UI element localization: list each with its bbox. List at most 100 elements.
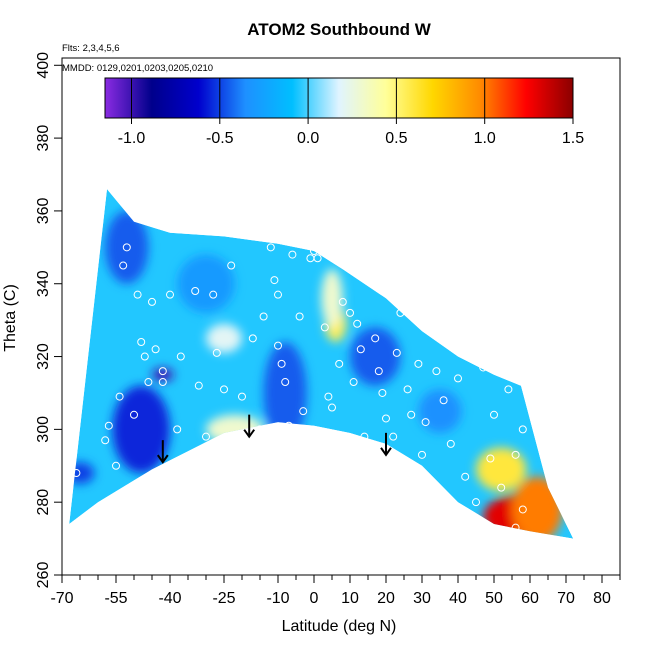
observation-point xyxy=(220,385,228,394)
arrow-head xyxy=(243,429,256,439)
observation-point xyxy=(259,312,268,321)
y-tick-label: 400 xyxy=(35,52,52,79)
observation-point xyxy=(212,348,221,357)
heatmap-feature xyxy=(177,254,235,313)
observation-point xyxy=(266,243,275,252)
x-tick-label: 60 xyxy=(521,590,539,607)
observation-point xyxy=(403,385,412,394)
y-tick-label: 280 xyxy=(35,489,52,516)
x-axis: -70 -55 -40 -25 -10 0 10 20 30 40 50 60 70 80 xyxy=(50,574,621,607)
observation-point xyxy=(202,432,210,441)
observation-point xyxy=(184,454,192,463)
x-tick-label: 10 xyxy=(341,590,359,607)
heatmap-feature xyxy=(206,414,264,444)
y-tick-label: 320 xyxy=(35,343,52,370)
observation-point xyxy=(421,418,430,427)
heatmap-feature xyxy=(206,323,242,353)
observation-point xyxy=(518,425,527,434)
observation-point xyxy=(65,465,74,474)
observation-point xyxy=(338,297,347,306)
observation-point xyxy=(360,432,369,441)
observation-point xyxy=(173,425,182,434)
x-tick-label: -70 xyxy=(50,590,73,607)
y-tick-label: 300 xyxy=(35,416,52,443)
observation-point xyxy=(119,261,128,270)
colorbar-gradient xyxy=(104,77,574,119)
observation-point xyxy=(104,421,113,430)
heatmap-feature xyxy=(350,327,401,386)
observation-markers xyxy=(65,243,527,532)
colorbar-tick-label: 0.0 xyxy=(297,130,319,147)
observation-point xyxy=(461,472,470,481)
observation-point xyxy=(281,378,290,387)
heatmap-feature xyxy=(476,447,527,492)
observation-point xyxy=(133,290,142,299)
observation-point xyxy=(486,454,495,463)
observation-point xyxy=(295,312,304,321)
observation-point xyxy=(356,345,365,354)
observation-point xyxy=(277,359,286,368)
observation-point xyxy=(479,363,488,372)
x-axis-title: Latitude (deg N) xyxy=(282,618,397,635)
observation-point xyxy=(101,436,110,445)
observation-point xyxy=(158,378,167,387)
observation-point xyxy=(382,414,390,423)
colorbar: -1.0 -0.5 0.0 0.5 1.0 1.5 xyxy=(104,77,584,147)
observation-point xyxy=(418,450,426,459)
observation-point xyxy=(302,432,311,441)
observation-point xyxy=(72,469,81,478)
observation-point xyxy=(472,498,480,507)
x-tick-label: 50 xyxy=(485,590,503,607)
observation-point xyxy=(371,334,380,343)
observation-point xyxy=(158,367,167,376)
x-tick-label: 30 xyxy=(413,590,431,607)
heatmap-clip-group xyxy=(69,189,574,539)
observation-point xyxy=(284,421,293,430)
x-tick-label: -25 xyxy=(212,590,235,607)
observation-point xyxy=(497,483,506,492)
colorbar-ticks: -1.0 -0.5 0.0 0.5 1.0 1.5 xyxy=(118,78,584,147)
heatmap-feature xyxy=(112,385,170,474)
arrow-markers xyxy=(156,414,392,464)
observation-point xyxy=(148,297,156,306)
observation-point xyxy=(191,287,200,296)
observation-point xyxy=(335,359,344,368)
flights-note: Flts: 2,3,4,5,6 xyxy=(62,43,120,54)
observation-point xyxy=(320,323,329,332)
colorbar-tick-label: 1.5 xyxy=(562,130,584,147)
heatmap-feature xyxy=(321,269,343,328)
observation-point xyxy=(374,367,383,376)
observation-point xyxy=(122,243,131,252)
arrow-head xyxy=(380,447,392,457)
colorbar-tick-label: -0.5 xyxy=(206,130,234,147)
x-tick-label: 70 xyxy=(557,590,575,607)
observation-point xyxy=(130,410,138,419)
heatmap-feature xyxy=(418,389,462,434)
observation-point xyxy=(151,345,160,354)
observation-point xyxy=(270,276,279,285)
observation-point xyxy=(248,334,257,343)
observation-point xyxy=(274,341,282,350)
observation-point xyxy=(115,392,124,401)
observation-point xyxy=(238,392,246,401)
observation-point xyxy=(439,396,448,405)
observation-point xyxy=(112,461,120,470)
dates-note: MMDD: 0129,0201,0203,0205,0210 xyxy=(62,63,213,74)
observation-point xyxy=(454,374,462,383)
observation-point xyxy=(432,367,441,376)
observation-point xyxy=(389,432,398,441)
observation-point xyxy=(209,290,218,299)
heatmap-feature xyxy=(512,476,563,539)
observation-point xyxy=(274,290,282,299)
observation-point xyxy=(511,523,520,532)
observation-point xyxy=(346,308,354,317)
observation-point xyxy=(324,392,333,401)
x-tick-label: -40 xyxy=(158,590,181,607)
observation-point xyxy=(288,250,297,259)
x-tick-label: -10 xyxy=(266,590,289,607)
observation-point xyxy=(490,410,498,419)
observation-point xyxy=(256,425,264,434)
y-tick-label: 340 xyxy=(35,270,52,297)
observation-point xyxy=(227,261,236,270)
observation-point xyxy=(414,359,423,368)
